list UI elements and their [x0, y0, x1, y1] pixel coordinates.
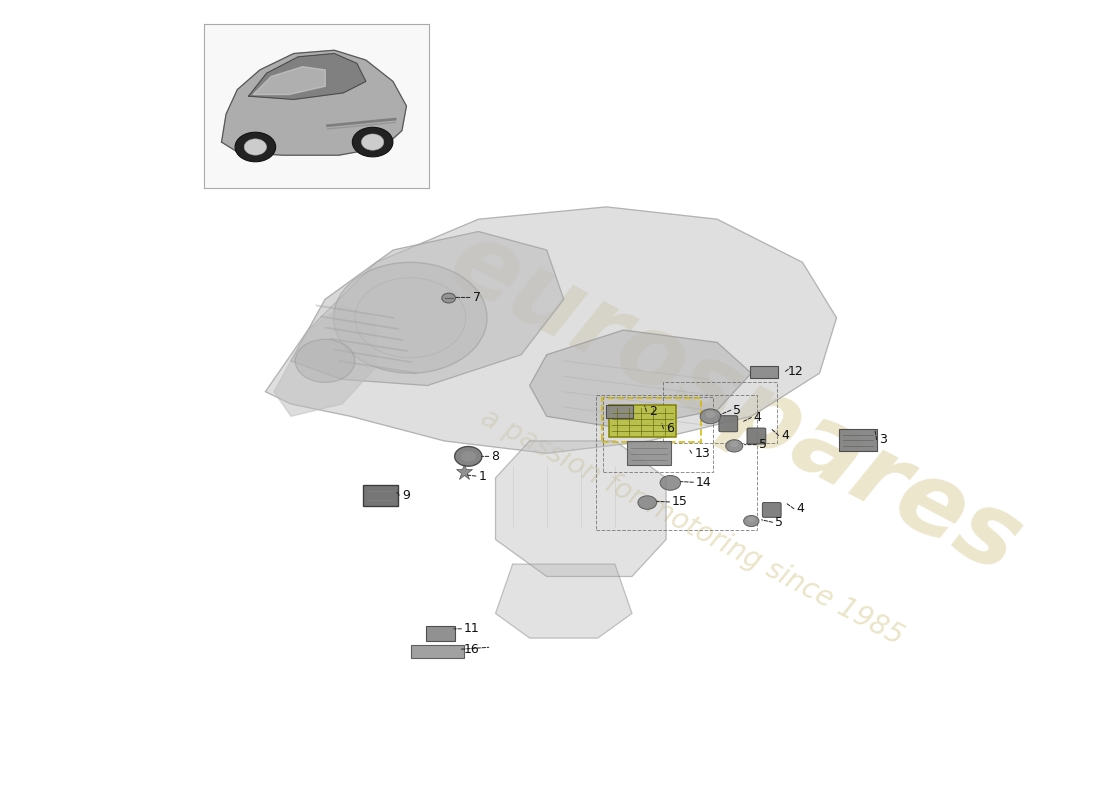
Text: 2: 2	[649, 405, 657, 418]
FancyBboxPatch shape	[426, 626, 454, 641]
Polygon shape	[265, 207, 836, 454]
FancyBboxPatch shape	[719, 416, 738, 432]
Circle shape	[454, 446, 482, 466]
Circle shape	[333, 262, 487, 373]
Circle shape	[295, 339, 355, 382]
Polygon shape	[290, 231, 563, 386]
Text: 3: 3	[879, 434, 887, 446]
FancyBboxPatch shape	[605, 406, 632, 418]
Text: 9: 9	[402, 489, 409, 502]
Circle shape	[362, 134, 384, 150]
Text: 14: 14	[696, 476, 712, 489]
Polygon shape	[495, 564, 631, 638]
Text: 16: 16	[464, 642, 480, 656]
Polygon shape	[495, 441, 666, 577]
Text: a passion for motoring since 1985: a passion for motoring since 1985	[475, 403, 908, 651]
Circle shape	[638, 496, 657, 510]
Text: 1: 1	[478, 470, 486, 482]
Circle shape	[660, 475, 681, 490]
Circle shape	[244, 139, 266, 155]
Circle shape	[700, 409, 720, 424]
Circle shape	[748, 517, 755, 522]
Text: 11: 11	[464, 622, 480, 635]
FancyBboxPatch shape	[609, 406, 676, 438]
FancyBboxPatch shape	[627, 442, 671, 466]
Text: 12: 12	[788, 365, 804, 378]
Text: 5: 5	[776, 516, 783, 529]
Circle shape	[744, 515, 759, 526]
FancyBboxPatch shape	[411, 646, 464, 658]
Circle shape	[726, 440, 742, 452]
FancyBboxPatch shape	[762, 502, 781, 518]
Text: 4: 4	[754, 411, 761, 424]
Circle shape	[442, 293, 455, 303]
Text: 13: 13	[694, 446, 710, 460]
Text: 5: 5	[734, 404, 741, 417]
Circle shape	[235, 132, 276, 162]
FancyBboxPatch shape	[747, 428, 766, 444]
FancyBboxPatch shape	[750, 366, 778, 378]
Polygon shape	[530, 330, 751, 429]
Polygon shape	[221, 50, 407, 155]
Circle shape	[355, 278, 465, 358]
Text: 7: 7	[473, 291, 481, 304]
Text: 4: 4	[781, 429, 789, 442]
Circle shape	[461, 451, 476, 462]
Circle shape	[352, 127, 393, 157]
Text: 6: 6	[666, 422, 674, 435]
Circle shape	[705, 410, 715, 418]
Text: 4: 4	[796, 502, 804, 515]
Polygon shape	[253, 66, 326, 94]
Polygon shape	[274, 306, 376, 416]
FancyBboxPatch shape	[839, 429, 877, 451]
Text: eurospares: eurospares	[432, 213, 1036, 595]
Circle shape	[730, 441, 738, 447]
Text: 15: 15	[672, 495, 688, 509]
Text: 8: 8	[492, 450, 499, 463]
Text: 5: 5	[759, 438, 767, 451]
FancyBboxPatch shape	[363, 485, 398, 506]
Polygon shape	[249, 54, 366, 99]
